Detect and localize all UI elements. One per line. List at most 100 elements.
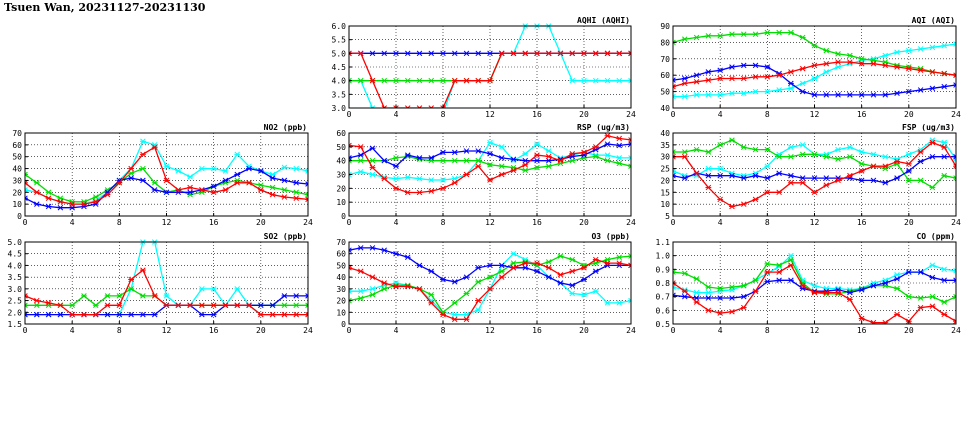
x-tick-label: 0 bbox=[671, 218, 676, 227]
data-point bbox=[788, 85, 794, 92]
data-point bbox=[569, 157, 576, 164]
data-point bbox=[953, 277, 956, 284]
data-point bbox=[729, 31, 735, 37]
data-point bbox=[941, 153, 948, 160]
data-point bbox=[823, 60, 830, 67]
data-point bbox=[357, 245, 364, 251]
data-point bbox=[705, 92, 712, 98]
chart-panel-fsp: 0 4 8 12 16 20 24 5 10 15 20 25 30 35 40 FSP (ug/m3) bbox=[660, 123, 961, 227]
data-point bbox=[740, 144, 747, 150]
data-point bbox=[811, 151, 818, 158]
data-point bbox=[628, 50, 631, 57]
data-point bbox=[569, 256, 576, 263]
data-point bbox=[440, 177, 446, 183]
data-point bbox=[198, 311, 205, 318]
data-point bbox=[222, 177, 229, 184]
y-tick-label: 50 bbox=[336, 143, 346, 152]
data-point bbox=[428, 155, 435, 161]
data-point bbox=[163, 302, 170, 309]
data-point bbox=[545, 163, 552, 169]
data-point bbox=[522, 265, 529, 271]
data-point bbox=[740, 293, 747, 300]
data-point bbox=[349, 288, 352, 294]
y-tick-label: 20 bbox=[12, 188, 22, 197]
data-point bbox=[405, 111, 411, 116]
x-tick-label: 4 bbox=[70, 326, 75, 335]
data-point bbox=[858, 287, 865, 293]
data-point bbox=[870, 151, 877, 158]
data-point bbox=[616, 300, 623, 306]
x-tick-label: 12 bbox=[485, 110, 495, 119]
data-point bbox=[681, 293, 688, 300]
data-point bbox=[281, 194, 288, 200]
data-point bbox=[929, 139, 936, 146]
data-point bbox=[428, 291, 435, 298]
y-tick-label: 40 bbox=[336, 273, 346, 282]
data-point bbox=[894, 175, 900, 181]
data-point bbox=[393, 50, 399, 57]
data-point bbox=[764, 175, 771, 181]
x-tick-label: 0 bbox=[347, 110, 352, 119]
data-point bbox=[729, 308, 735, 315]
data-point bbox=[953, 293, 956, 300]
series-aqi-3 bbox=[673, 59, 956, 90]
y-tick-label: 25 bbox=[660, 165, 670, 174]
y-tick-label: 50 bbox=[12, 153, 22, 162]
data-point bbox=[717, 75, 724, 82]
data-point bbox=[705, 172, 712, 179]
data-point bbox=[811, 289, 818, 296]
data-point bbox=[752, 88, 759, 95]
y-tick-label: 60 bbox=[336, 129, 346, 138]
y-tick-label: 40 bbox=[660, 129, 670, 138]
series-fsp-3 bbox=[673, 139, 956, 210]
data-point bbox=[740, 75, 747, 82]
data-point bbox=[498, 268, 505, 275]
data-point bbox=[498, 274, 505, 280]
data-point bbox=[416, 286, 423, 292]
y-tick-label: 40 bbox=[12, 165, 22, 174]
series-o3-3 bbox=[349, 256, 631, 323]
data-point bbox=[92, 302, 99, 309]
data-point bbox=[616, 50, 623, 57]
data-point bbox=[693, 72, 700, 78]
data-point bbox=[163, 189, 170, 196]
data-point bbox=[510, 265, 517, 271]
data-point bbox=[929, 262, 936, 268]
chart-title: RSP (ug/m3) bbox=[577, 123, 630, 132]
data-point bbox=[835, 177, 841, 184]
x-tick-label: 8 bbox=[765, 110, 770, 119]
data-point bbox=[369, 164, 376, 171]
y-tick-label: 10 bbox=[336, 198, 346, 207]
data-point bbox=[846, 289, 853, 296]
data-point bbox=[463, 290, 470, 297]
data-point bbox=[788, 153, 794, 160]
data-point bbox=[846, 59, 853, 65]
data-point bbox=[428, 268, 435, 275]
data-point bbox=[953, 267, 956, 274]
series-so2-3 bbox=[25, 267, 308, 318]
y-tick-label: 1.1 bbox=[656, 238, 671, 247]
data-point bbox=[929, 184, 936, 191]
data-point bbox=[681, 93, 688, 100]
y-tick-label: 60 bbox=[12, 141, 22, 150]
data-point bbox=[357, 50, 364, 57]
data-point bbox=[33, 302, 40, 309]
data-point bbox=[616, 160, 623, 167]
data-point bbox=[953, 41, 956, 47]
data-point bbox=[740, 31, 747, 37]
gridlines bbox=[349, 26, 631, 108]
data-point bbox=[487, 262, 493, 269]
data-point bbox=[25, 293, 28, 299]
data-point bbox=[592, 256, 599, 263]
x-tick-label: 0 bbox=[671, 110, 676, 119]
y-tick-label: 0.9 bbox=[656, 265, 671, 274]
data-point bbox=[92, 199, 99, 205]
data-point bbox=[693, 289, 700, 296]
data-point bbox=[369, 77, 376, 84]
data-point bbox=[404, 189, 411, 196]
data-point bbox=[25, 311, 28, 318]
data-point bbox=[905, 161, 912, 167]
data-point bbox=[604, 50, 611, 57]
series-co-0 bbox=[673, 252, 956, 296]
